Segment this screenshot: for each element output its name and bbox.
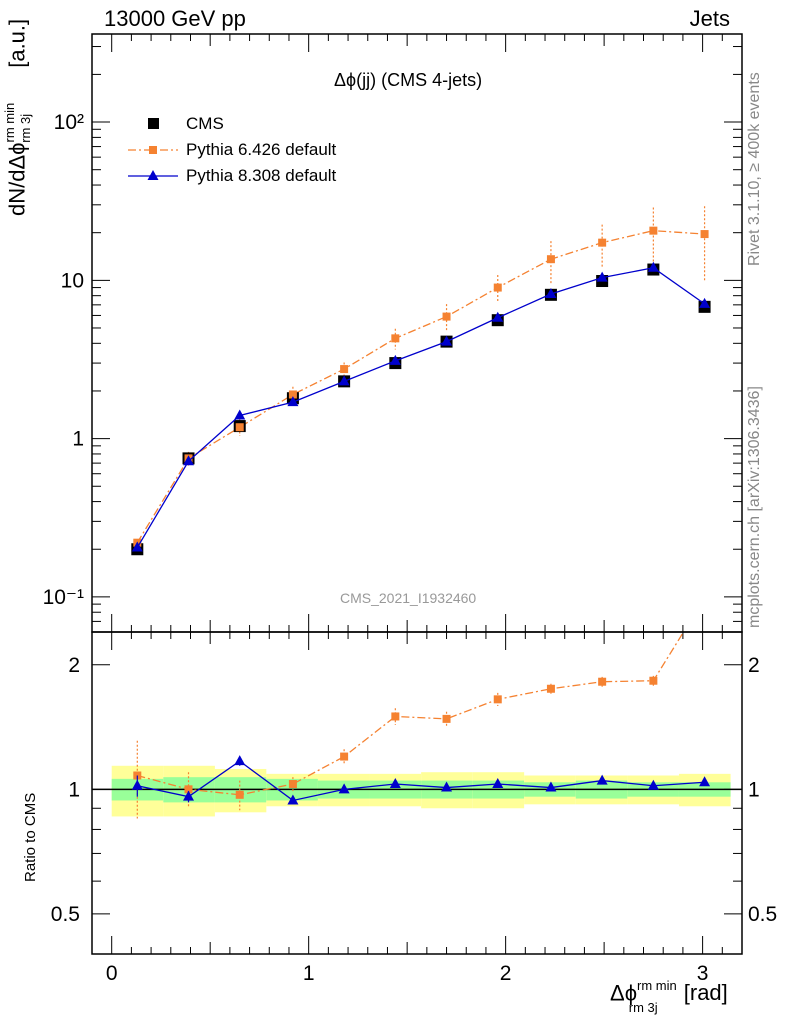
ratio-pythia6-point xyxy=(649,676,658,685)
pythia8-point xyxy=(596,271,608,282)
pythia6-point xyxy=(493,283,502,292)
y-tick-label-main: 10⁻¹ xyxy=(43,586,84,609)
x-tick-label: 3 xyxy=(697,962,709,985)
pythia8-point xyxy=(441,335,453,346)
pythia6-point xyxy=(340,365,349,374)
ratio-pythia6-point xyxy=(598,677,607,686)
pythia8-point xyxy=(647,261,659,272)
pythia6-point xyxy=(546,255,555,264)
mcplots-label: mcplots.cern.ch [arXiv:1306.3436] xyxy=(746,386,763,628)
y-tick-label-ratio: 2 xyxy=(68,654,80,677)
ratio-pythia8-point xyxy=(492,778,504,789)
ratio-panel-frame xyxy=(91,631,743,955)
ratio-pythia8-point xyxy=(647,779,659,790)
ratio-pythia8-line xyxy=(137,760,705,802)
y-tick-label-main: 10 xyxy=(61,269,84,292)
pythia8-point xyxy=(234,409,246,420)
ratio-pythia6-point xyxy=(235,790,244,799)
pythia8-point xyxy=(699,297,711,308)
pythia6-point xyxy=(700,230,709,239)
pythia6-point xyxy=(391,334,400,343)
y-tick-label-main: 1 xyxy=(72,428,84,451)
ratio-pythia6-point xyxy=(391,712,400,721)
y-tick-label-ratio-right: 1 xyxy=(748,778,760,801)
rivet-label: Rivet 3.1.10, ≥ 400k events xyxy=(746,72,763,266)
legend-cms-label: CMS xyxy=(186,114,224,133)
y-axis-title: dN/dΔϕrm minrm 3j [a.u.] xyxy=(2,18,33,216)
x-tick-label: 1 xyxy=(303,962,315,985)
ratio-pythia8-point xyxy=(183,790,195,801)
legend-cms-marker xyxy=(148,118,159,129)
pythia8-line xyxy=(136,267,705,548)
ratio-pythia8-point xyxy=(338,783,350,794)
pythia8-point xyxy=(183,455,195,466)
ratio-pythia6-point xyxy=(340,752,349,761)
ratio-pythia6-point xyxy=(546,684,555,693)
ratio-pythia6-point xyxy=(288,780,297,789)
pythia6-point xyxy=(649,226,658,235)
pythia8-point xyxy=(338,375,350,386)
ratio-pythia8-point xyxy=(545,781,557,792)
legend-pythia8-marker xyxy=(147,170,159,180)
ratio-pythia6-point xyxy=(701,594,709,602)
ratio-axis-title: Ratio to CMS xyxy=(22,792,39,882)
ratio-pythia6-point xyxy=(493,695,502,704)
ratio-pythia8-point xyxy=(699,776,711,787)
y-tick-label-main: 10² xyxy=(54,111,84,134)
analysis-id: CMS_2021_I1932460 xyxy=(340,590,477,606)
energy-label: 13000 GeV pp xyxy=(104,6,246,31)
ratio-pythia8-point xyxy=(389,778,401,789)
pythia8-point xyxy=(389,354,401,365)
ratio-pythia6-point xyxy=(184,785,193,794)
pythia6-line xyxy=(136,229,705,544)
pythia8-point xyxy=(545,287,557,298)
y-tick-label-ratio-right: 0.5 xyxy=(748,903,777,926)
y-tick-label-ratio: 0.5 xyxy=(51,903,80,926)
x-axis-title: Δϕrm minrm 3j [rad] xyxy=(610,978,728,1015)
pythia6-point xyxy=(598,238,607,247)
pythia6-point xyxy=(288,390,297,399)
legend-pythia8-label: Pythia 8.308 default xyxy=(186,166,337,185)
pythia6-point xyxy=(442,312,451,321)
ratio-pythia8-point xyxy=(131,779,143,790)
plot-title: Δϕ(jj) (CMS 4-jets) xyxy=(334,70,483,90)
pythia8-point xyxy=(131,541,143,552)
y-tick-label-ratio: 1 xyxy=(68,778,80,801)
legend-pythia6-marker xyxy=(149,146,157,154)
pythia8-point xyxy=(492,311,504,322)
y-tick-label-ratio-right: 2 xyxy=(748,654,760,677)
ratio-pythia8-point xyxy=(287,794,299,805)
ratio-series-group xyxy=(131,594,711,819)
ratio-pythia8-point xyxy=(596,774,608,785)
process-label: Jets xyxy=(689,6,730,31)
x-tick-label: 0 xyxy=(106,962,118,985)
pythia8-point xyxy=(287,396,299,407)
ratio-pythia8-point xyxy=(441,781,453,792)
ratio-pythia6-point xyxy=(442,714,451,723)
legend-pythia6-label: Pythia 6.426 default xyxy=(186,140,337,159)
ratio-pythia8-point xyxy=(234,755,246,766)
pythia6-point xyxy=(235,423,244,432)
ratio-pythia6-line xyxy=(137,632,685,796)
x-tick-label: 2 xyxy=(500,962,512,985)
